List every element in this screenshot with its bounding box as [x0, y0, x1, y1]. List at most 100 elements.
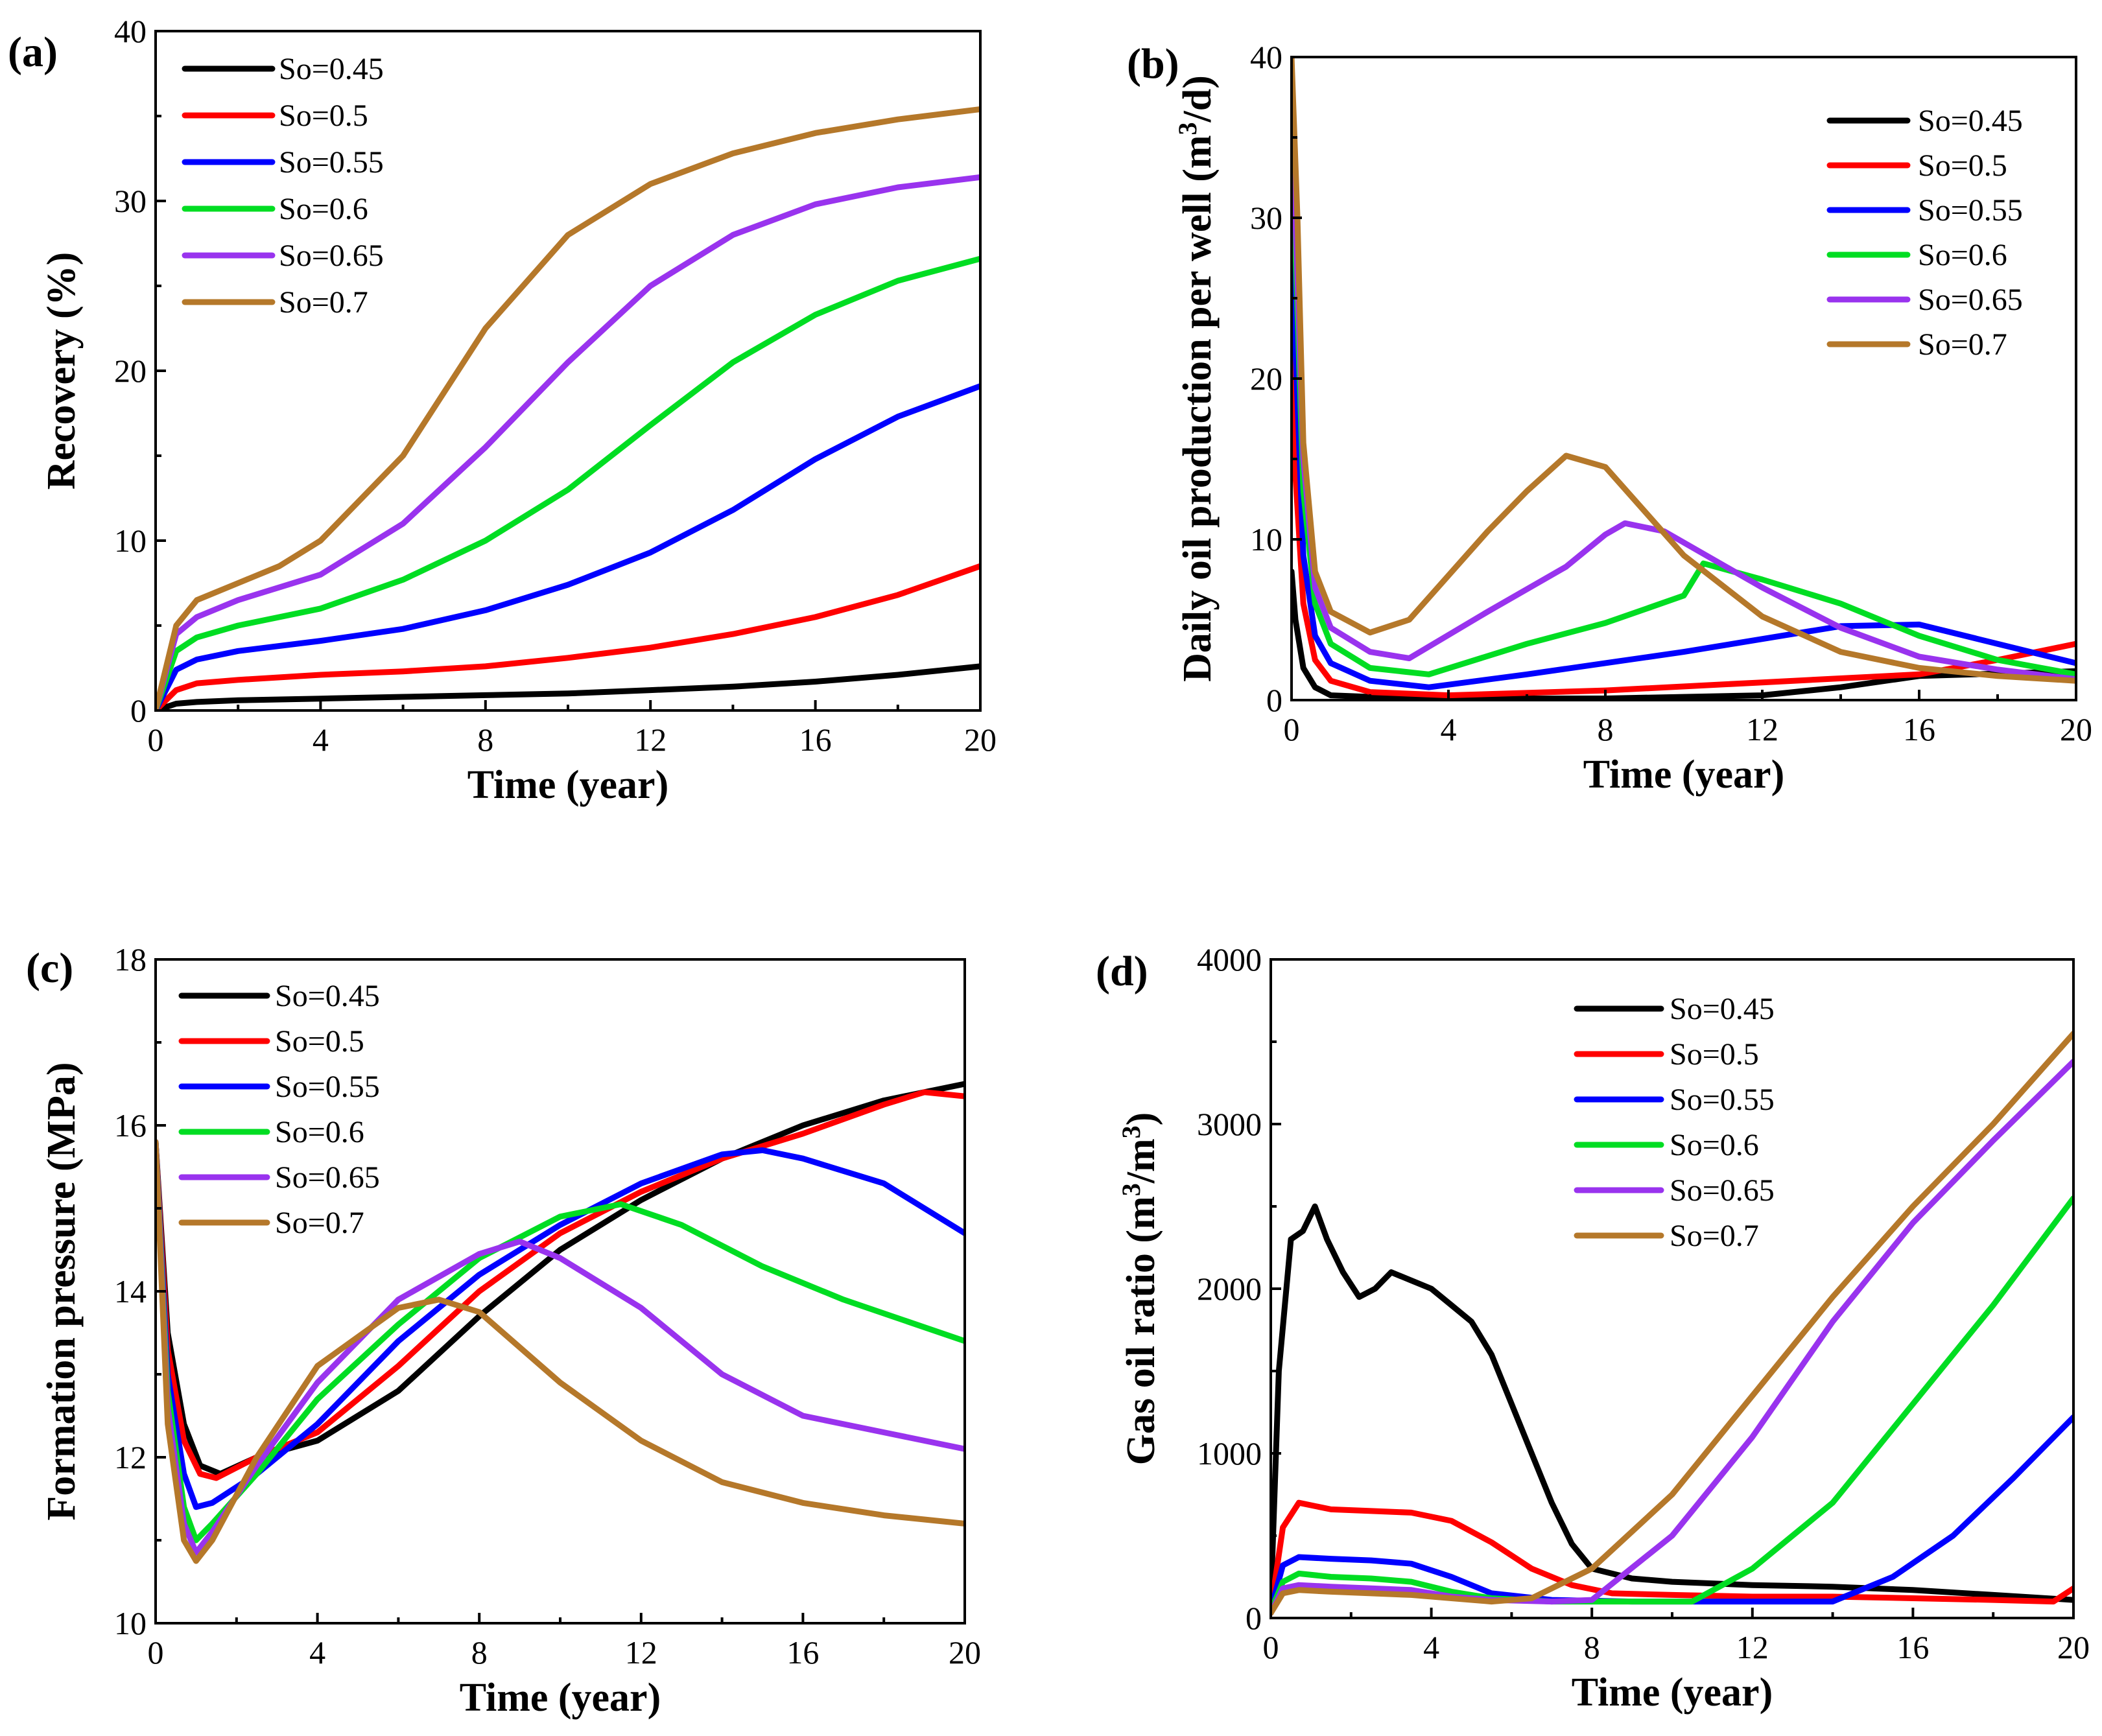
series-line-So=0.7: [156, 1139, 965, 1564]
plot-frame: [154, 958, 966, 1625]
legend-entry-label: So=0.55: [275, 1070, 380, 1104]
panel-label: (a): [8, 29, 58, 76]
x-tick-label: 12: [634, 721, 667, 758]
panel-label: (b): [1127, 40, 1179, 88]
series-line-So=0.55: [1292, 134, 2076, 690]
series-line-So=0.55: [156, 383, 980, 710]
legend-entry-label: So=0.5: [1670, 1037, 1759, 1072]
series-line-So=0.5: [1292, 343, 2076, 699]
x-tick-label: 8: [471, 1634, 488, 1671]
series-line-So=0.5: [156, 563, 980, 710]
series-line-So=0.5: [156, 1089, 965, 1481]
legend-entry-label: So=0.45: [279, 52, 384, 86]
y-tick-label: 20: [1250, 360, 1282, 397]
x-tick-label: 0: [1284, 711, 1300, 747]
series-line-So=0.65: [156, 174, 980, 710]
legend-entry-label: So=0.55: [1918, 193, 2023, 228]
x-axis-title: Time (year): [467, 763, 668, 807]
y-axis-title: Formation pressure (MPa): [40, 1062, 84, 1520]
legend-entry-label: So=0.45: [275, 979, 380, 1013]
x-tick-label: 12: [1736, 1629, 1769, 1665]
y-tick-label: 18: [114, 941, 147, 978]
legend-entry-label: So=0.55: [1670, 1083, 1775, 1117]
x-axis-title: Time (year): [460, 1676, 661, 1720]
x-tick-label: 20: [2060, 711, 2092, 747]
legend-entry-label: So=0.5: [275, 1024, 364, 1059]
y-tick-label: 20: [114, 353, 147, 389]
x-tick-label: 16: [799, 721, 832, 758]
x-tick-label: 16: [1896, 1629, 1929, 1665]
x-tick-label: 4: [309, 1634, 325, 1671]
legend-entry-label: So=0.6: [279, 192, 368, 226]
x-tick-label: 16: [1903, 711, 1935, 747]
y-tick-label: 4000: [1197, 941, 1262, 978]
y-tick-label: 1000: [1197, 1435, 1262, 1472]
y-tick-label: 40: [1250, 39, 1282, 75]
legend-entry-label: So=0.6: [1670, 1128, 1759, 1162]
y-tick-label: 30: [114, 183, 147, 219]
legend-entry-label: So=0.45: [1670, 992, 1775, 1026]
series-line-So=0.45: [156, 1081, 965, 1477]
y-tick-label: 16: [114, 1107, 147, 1144]
y-tick-label: 2000: [1197, 1271, 1262, 1307]
legend-entry-label: So=0.65: [279, 239, 384, 273]
y-tick-label: 40: [114, 13, 147, 49]
series-line-So=0.7: [1271, 1030, 2073, 1616]
x-tick-label: 8: [477, 721, 493, 758]
legend-entry-label: So=0.55: [279, 145, 384, 180]
x-tick-label: 20: [2057, 1629, 2090, 1665]
series-line-So=0.45: [1292, 569, 2076, 700]
legend-entry-label: So=0.6: [1918, 238, 2007, 272]
x-tick-label: 8: [1584, 1629, 1600, 1665]
x-tick-label: 4: [1441, 711, 1457, 747]
x-tick-label: 4: [313, 721, 329, 758]
y-axis-title: Gas oil ratio (m3/m3): [1116, 1112, 1164, 1466]
panel-label: (c): [26, 944, 73, 992]
chart-panel-d: (d) 0 4 8 12 16 20 0 1000 2000 3000 4000 Time (year)…: [1096, 941, 2090, 1715]
chart-panel-b: (b) 0 4 8 12 16 20 0 10 20 30 40 Time (year) Daily oi…: [1127, 39, 2092, 797]
legend-entry-label: So=0.5: [1918, 148, 2007, 183]
x-tick-label: 0: [1263, 1629, 1279, 1665]
y-tick-label: 12: [114, 1439, 147, 1475]
y-tick-label: 14: [114, 1273, 147, 1309]
legend-entry-label: So=0.7: [1670, 1219, 1759, 1253]
y-tick-label: 3000: [1197, 1106, 1262, 1142]
series-line-So=0.65: [156, 1139, 965, 1556]
y-tick-label: 10: [1250, 521, 1282, 557]
series-line-So=0.45: [156, 663, 980, 710]
legend-entry-label: So=0.7: [279, 285, 368, 320]
panel-label: (d): [1096, 948, 1148, 995]
x-axis-title: Time (year): [1572, 1671, 1773, 1715]
y-tick-label: 10: [114, 1605, 147, 1641]
x-tick-label: 12: [1746, 711, 1778, 747]
x-tick-label: 20: [964, 721, 997, 758]
legend-entry-label: So=0.7: [1918, 327, 2007, 362]
x-tick-label: 16: [786, 1634, 819, 1671]
x-tick-label: 0: [148, 721, 164, 758]
x-tick-label: 12: [625, 1634, 657, 1671]
legend-entry-label: So=0.65: [1670, 1173, 1775, 1208]
legend-entry-label: So=0.45: [1918, 104, 2023, 138]
y-axis-title: Recovery (%): [40, 252, 84, 490]
x-tick-label: 8: [1598, 711, 1614, 747]
series-line-So=0.7: [156, 106, 980, 710]
x-axis-title: Time (year): [1583, 753, 1784, 797]
series-line-So=0.6: [1271, 1195, 2073, 1615]
legend-entry-label: So=0.7: [275, 1206, 364, 1240]
y-tick-label: 0: [1246, 1600, 1262, 1636]
legend-entry-label: So=0.65: [1918, 283, 2023, 317]
series-line-So=0.5: [1271, 1499, 2073, 1613]
legend-entry-label: So=0.5: [279, 99, 368, 133]
series-line-So=0.45: [1271, 1203, 2073, 1605]
x-tick-label: 4: [1423, 1629, 1439, 1665]
x-tick-label: 20: [949, 1634, 981, 1671]
series-line-So=0.55: [156, 1139, 965, 1510]
series-line-So=0.6: [156, 1139, 965, 1543]
y-tick-label: 0: [130, 692, 147, 729]
series-line-So=0.6: [156, 255, 980, 710]
chart-panel-c: (c) 0 4 8 12 16 20 10 12 14 16 18 Time (year) Formati…: [26, 941, 981, 1720]
chart-panel-a: (a) 0 4 8 12 16 20 0 10 20 30 40 Time (year) Recovery…: [8, 13, 997, 807]
legend-entry-label: So=0.6: [275, 1115, 364, 1149]
legend-entry-label: So=0.65: [275, 1160, 380, 1195]
